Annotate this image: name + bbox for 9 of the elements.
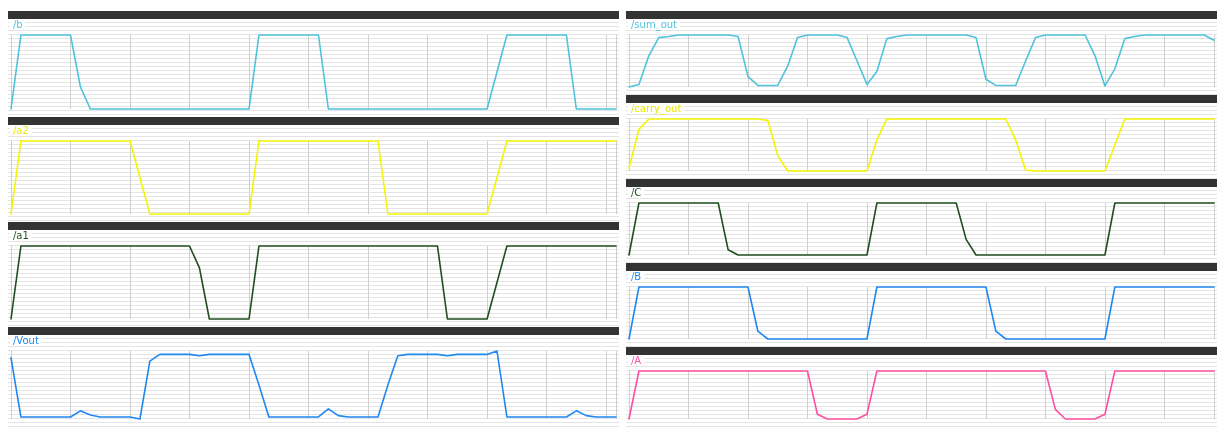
chart-title: /a1 (13, 229, 29, 241)
chart-title: /A (631, 354, 642, 366)
chart-title: /Vout (13, 334, 39, 346)
chart-title: /B (631, 270, 642, 282)
chart-title: /sum_out (631, 18, 678, 31)
chart-title: /b (13, 18, 23, 30)
chart-title: /C (631, 186, 642, 198)
chart-title: /carry_out (631, 102, 682, 115)
chart-title: /a2 (13, 124, 29, 136)
